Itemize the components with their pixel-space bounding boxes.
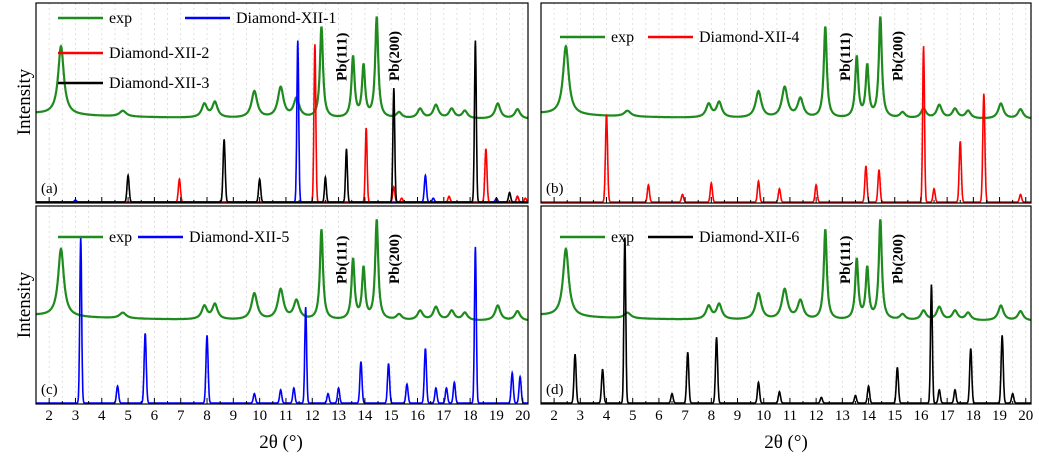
x-tick-label: 17 — [940, 408, 956, 424]
x-tick-label: 7 — [681, 408, 689, 424]
x-tick-label: 3 — [72, 408, 80, 424]
x-tick-label: 5 — [629, 408, 637, 424]
x-tick-label: 7 — [177, 408, 185, 424]
peak-annotation: Pb(111) — [838, 236, 854, 284]
series-line-diamond-xii-6 — [541, 237, 1031, 404]
legend-entry: exp — [611, 29, 634, 46]
series-line-diamond-xii-4 — [541, 46, 1031, 203]
x-tick-label: 8 — [708, 408, 716, 424]
x-tick-label: 20 — [1018, 408, 1033, 424]
x-tick-label: 8 — [203, 408, 211, 424]
panel-label: (b) — [546, 181, 564, 197]
x-tick-label: 15 — [887, 408, 902, 424]
plot-frame — [35, 205, 529, 405]
series-line-exp — [36, 219, 529, 321]
panel-label: (d) — [546, 382, 564, 398]
x-tick-label: 5 — [124, 408, 132, 424]
plot-frame — [540, 2, 1032, 204]
x-tick-label: 19 — [992, 408, 1007, 424]
panel-label: (a) — [41, 181, 58, 197]
x-tick-label: 2 — [550, 408, 558, 424]
peak-annotation: Pb(111) — [334, 236, 350, 284]
peak-annotation: Pb(200) — [891, 31, 907, 81]
plot-frame — [35, 2, 529, 204]
x-axis-title-left: 2θ (°) — [259, 432, 303, 453]
peak-annotation: Pb(111) — [334, 33, 350, 81]
x-tick-label: 13 — [331, 408, 346, 424]
x-tick-label: 9 — [230, 408, 238, 424]
legend-entry: exp — [109, 229, 132, 246]
panel-label: (c) — [41, 382, 58, 398]
x-tick-label: 4 — [98, 408, 106, 424]
y-axis-title-bottom: Intensity — [14, 271, 35, 338]
x-tick-label: 19 — [489, 408, 504, 424]
series-line-diamond-xii-3 — [36, 40, 528, 203]
x-tick-label: 11 — [783, 408, 797, 424]
x-tick-label: 2 — [45, 408, 53, 424]
peak-annotation: Pb(200) — [387, 31, 403, 81]
x-axis-title-right: 2θ (°) — [764, 432, 808, 453]
panel-b: (b) Pb(111) Pb(200) exp Diamond-XII-4 — [540, 2, 1032, 204]
x-tick-label: 9 — [734, 408, 742, 424]
x-tick-label: 10 — [252, 408, 267, 424]
x-tick-label: 4 — [603, 408, 611, 424]
series-line-exp — [36, 16, 529, 120]
legend-entry: Diamond-XII-3 — [109, 75, 209, 92]
legend-entry: Diamond-XII-2 — [109, 45, 209, 62]
peak-annotation: Pb(111) — [838, 33, 854, 81]
legend-entry: exp — [611, 229, 634, 246]
legend-entry: Diamond-XII-6 — [699, 229, 799, 246]
y-axis-title-top: Intensity — [14, 68, 35, 135]
x-tick-label: 13 — [835, 408, 850, 424]
x-tick-label: 18 — [463, 408, 478, 424]
legend-entry: Diamond-XII-4 — [699, 29, 799, 46]
x-tick-label: 17 — [436, 408, 452, 424]
x-tick-label: 20 — [515, 408, 530, 424]
x-tick-label: 15 — [384, 408, 399, 424]
series-line-diamond-xii-5 — [36, 237, 528, 404]
panel-a: (a) Pb(111) Pb(200) exp Diamond-XII-1 Diamond… — [35, 2, 529, 204]
x-tick-label: 12 — [809, 408, 824, 424]
x-tick-label: 14 — [357, 408, 373, 424]
panel-d: 2 3 4 5 6 7 8 9 10 11 12 13 14 15 16 17 18 19 20 (d) Pb(111)… — [540, 205, 1033, 424]
x-tick-label: 16 — [410, 408, 426, 424]
x-tick-label: 14 — [861, 408, 877, 424]
x-tick-label: 18 — [966, 408, 981, 424]
peak-annotation: Pb(200) — [891, 234, 907, 284]
x-tick-label: 10 — [756, 408, 771, 424]
x-tick-label: 11 — [279, 408, 293, 424]
legend-entry: Diamond-XII-1 — [236, 10, 336, 27]
series-line-diamond-xii-1 — [36, 40, 528, 203]
series-line-exp — [541, 219, 1032, 321]
panel-c: 2 3 4 5 6 7 8 9 10 11 12 13 14 15 16 17 18 19 20 (c) Pb(111)… — [35, 205, 530, 424]
legend-entry: exp — [109, 10, 132, 27]
legend-entry: Diamond-XII-5 — [189, 229, 289, 246]
peak-annotation: Pb(200) — [387, 234, 403, 284]
x-tick-label: 3 — [577, 408, 585, 424]
x-tick-label: 6 — [151, 408, 159, 424]
x-tick-label: 6 — [655, 408, 663, 424]
plot-frame — [540, 205, 1032, 405]
x-tick-label: 16 — [913, 408, 929, 424]
series-line-diamond-xii-2 — [36, 44, 529, 203]
x-tick-label: 12 — [305, 408, 320, 424]
series-line-exp — [541, 16, 1032, 120]
